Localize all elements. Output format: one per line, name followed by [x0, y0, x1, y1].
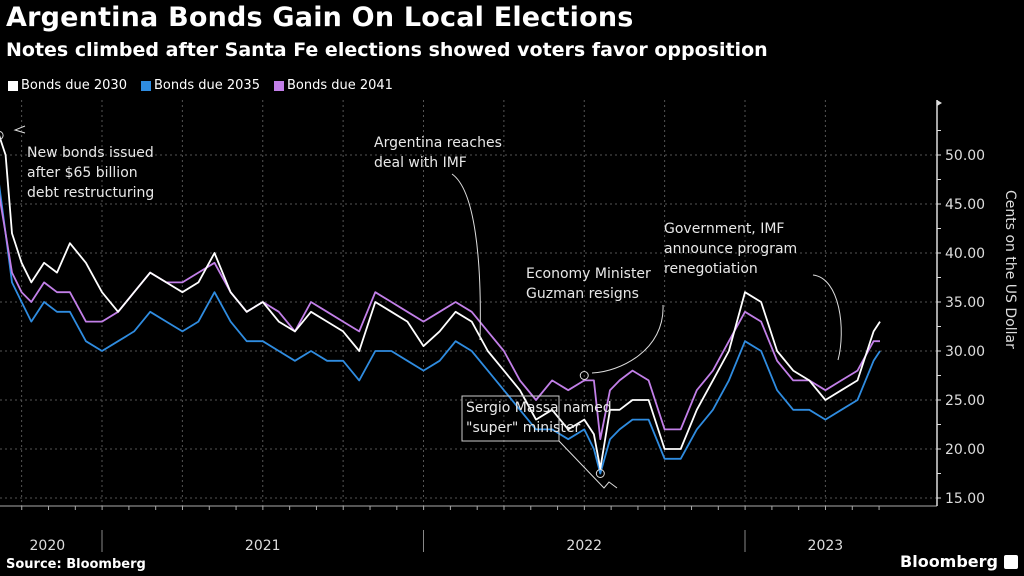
annotation-text: deal with IMF	[374, 155, 467, 171]
series-line-bonds-due-2030	[0, 135, 881, 470]
legend-item-2041: Bonds due 2041	[273, 78, 393, 93]
chart-icon	[1004, 555, 1018, 569]
legend-label-2030: Bonds due 2030	[21, 78, 127, 93]
annotation-text: Government, IMF	[664, 221, 784, 237]
legend-label-2035: Bonds due 2035	[153, 78, 260, 93]
annotation-marker	[595, 469, 605, 478]
annotation-text: Argentina reaches	[374, 135, 502, 151]
legend-item-2030: Bonds due 2030	[8, 78, 127, 93]
legend-swatch-2035	[140, 80, 151, 91]
y-tick-label: 20.00	[945, 442, 985, 458]
bloomberg-logo: Bloomberg	[900, 552, 998, 571]
chart-subtitle: Notes climbed after Santa Fe elections s…	[6, 39, 768, 61]
annotation-pointer	[13, 125, 26, 134]
annotation-pointer	[591, 304, 664, 374]
annotation-text: announce program	[664, 241, 797, 257]
annotation-text: New bonds issued	[27, 145, 154, 161]
x-tick-label: 2023	[808, 538, 844, 554]
y-tick-label: 40.00	[945, 246, 985, 262]
chart-title: Argentina Bonds Gain On Local Elections	[6, 2, 634, 33]
annotation-pointer	[558, 440, 618, 489]
annotation-text: Economy Minister	[526, 266, 651, 282]
legend-swatch-2041	[273, 80, 284, 91]
annotation-text: renegotiation	[664, 261, 758, 277]
y-tick-label: 30.00	[945, 344, 985, 360]
y-axis-arrow	[937, 100, 942, 106]
y-tick-label: 35.00	[945, 295, 985, 311]
annotation-box	[461, 395, 560, 442]
annotation-text: Sergio Massa named	[466, 400, 612, 416]
annotation-marker	[579, 371, 589, 380]
source-note: Source: Bloomberg	[6, 557, 146, 572]
x-tick-label: 2021	[245, 538, 281, 554]
legend-item-2035: Bonds due 2035	[140, 78, 260, 93]
annotation-pointer	[812, 274, 842, 361]
x-tick-label: 2020	[30, 538, 66, 554]
annotation-marker	[0, 130, 4, 140]
x-tick-label: 2022	[566, 538, 602, 554]
y-tick-label: 45.00	[945, 197, 985, 213]
annotation-pointer	[451, 173, 481, 341]
annotation-text: debt restructuring	[27, 185, 154, 201]
legend-label-2041: Bonds due 2041	[286, 78, 393, 93]
y-tick-label: 15.00	[945, 491, 985, 507]
y-axis-label: Cents on the US Dollar	[1002, 190, 1018, 349]
legend: Bonds due 2030 Bonds due 2035 Bonds due …	[8, 78, 393, 93]
annotation-text: after $65 billion	[27, 165, 138, 181]
annotation-text: "super" minister	[466, 420, 580, 436]
y-tick-label: 25.00	[945, 393, 985, 409]
annotation-text: Guzman resigns	[526, 286, 639, 302]
y-tick-label: 50.00	[945, 148, 985, 164]
series-line-bonds-due-2035	[0, 184, 881, 475]
legend-swatch-2030	[8, 80, 18, 91]
